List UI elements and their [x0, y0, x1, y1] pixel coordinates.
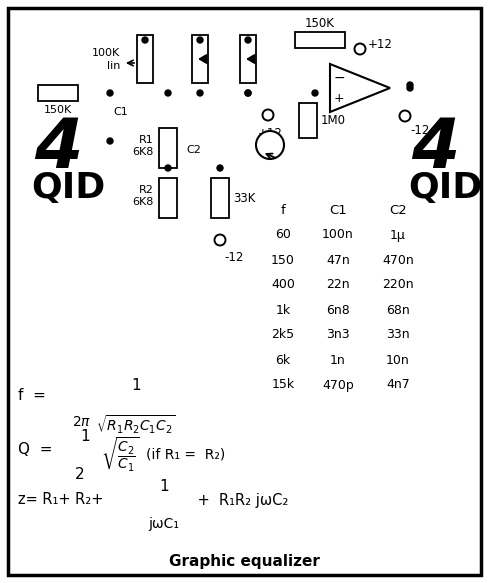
Text: −: − [332, 71, 344, 85]
Text: 2: 2 [75, 467, 84, 482]
Text: 3n3: 3n3 [325, 328, 349, 342]
Text: 1μ: 1μ [389, 229, 405, 241]
Text: 150K: 150K [305, 17, 334, 30]
Text: 100n: 100n [322, 229, 353, 241]
Text: 6K8: 6K8 [132, 197, 154, 207]
Text: 100K: 100K [92, 48, 120, 58]
Bar [294, 32, 345, 48]
Text: 1k: 1k [275, 304, 290, 317]
Text: Q  =: Q = [18, 441, 52, 456]
Circle shape [354, 44, 365, 54]
Bar [240, 35, 256, 83]
Text: $\sqrt{R_1R_2C_1C_2}$: $\sqrt{R_1R_2C_1C_2}$ [96, 413, 175, 436]
Text: $2\pi$: $2\pi$ [72, 415, 91, 429]
Bar [192, 35, 207, 83]
Circle shape [107, 90, 113, 96]
Text: lin: lin [106, 61, 120, 71]
Text: 10n: 10n [386, 353, 409, 367]
Text: 6n8: 6n8 [325, 304, 349, 317]
Text: 4n7: 4n7 [386, 378, 409, 392]
Text: 47n: 47n [325, 254, 349, 266]
Text: 68n: 68n [386, 304, 409, 317]
Text: 2k5: 2k5 [271, 328, 294, 342]
Text: 400: 400 [270, 279, 294, 292]
Text: 1n: 1n [329, 353, 345, 367]
Text: 60: 60 [274, 229, 290, 241]
Text: R2: R2 [139, 185, 154, 195]
Text: C1: C1 [113, 107, 127, 117]
Circle shape [107, 138, 113, 144]
Text: 220n: 220n [382, 279, 413, 292]
Bar [298, 103, 316, 138]
Bar [38, 85, 78, 101]
Circle shape [256, 131, 284, 159]
Circle shape [244, 90, 250, 96]
Text: 6k: 6k [275, 353, 290, 367]
Text: QID: QID [407, 171, 481, 205]
Text: 1: 1 [159, 479, 168, 494]
Circle shape [406, 82, 412, 88]
Text: C2: C2 [186, 145, 201, 155]
Text: 470p: 470p [322, 378, 353, 392]
Text: f: f [280, 203, 285, 216]
Text: Graphic equalizer: Graphic equalizer [168, 554, 319, 569]
Text: (if R₁ =  R₂): (if R₁ = R₂) [146, 448, 225, 462]
Circle shape [244, 90, 250, 96]
Text: -12: -12 [409, 124, 428, 137]
Circle shape [406, 85, 412, 91]
Text: +12: +12 [257, 127, 282, 140]
Text: C1: C1 [328, 203, 346, 216]
Text: 6K8: 6K8 [132, 147, 154, 157]
Circle shape [217, 165, 223, 171]
Circle shape [399, 111, 409, 121]
Text: +: + [333, 92, 344, 104]
Bar [210, 178, 228, 218]
Circle shape [197, 37, 203, 43]
Bar [137, 35, 153, 83]
Text: 22n: 22n [325, 279, 349, 292]
Text: $\sqrt{\dfrac{C_2}{C_1}}$: $\sqrt{\dfrac{C_2}{C_1}}$ [101, 436, 139, 474]
Text: 33n: 33n [386, 328, 409, 342]
Bar [159, 178, 177, 218]
Text: C2: C2 [388, 203, 406, 216]
Text: 1M0: 1M0 [320, 114, 346, 128]
Circle shape [197, 90, 203, 96]
Text: 150: 150 [270, 254, 294, 266]
Circle shape [244, 37, 250, 43]
Text: 150K: 150K [44, 105, 72, 115]
Text: +  R₁R₂ jωC₂: + R₁R₂ jωC₂ [193, 493, 288, 507]
Text: 15k: 15k [271, 378, 294, 392]
Text: 33K: 33K [232, 191, 255, 205]
Circle shape [262, 110, 273, 121]
Bar [159, 128, 177, 168]
Text: -12: -12 [224, 251, 243, 264]
Circle shape [164, 90, 171, 96]
Circle shape [164, 165, 171, 171]
Text: jωC₁: jωC₁ [148, 517, 179, 531]
Text: z= R₁+ R₂+: z= R₁+ R₂+ [18, 491, 103, 507]
Text: 1: 1 [131, 378, 141, 393]
Text: R1: R1 [139, 135, 154, 145]
Text: QID: QID [31, 171, 105, 205]
Text: 4: 4 [34, 114, 82, 181]
Text: 4: 4 [410, 114, 458, 181]
Text: +12: +12 [367, 37, 392, 51]
Circle shape [142, 37, 148, 43]
Text: 470n: 470n [381, 254, 413, 266]
Text: f  =: f = [18, 388, 46, 402]
Circle shape [311, 90, 317, 96]
Text: 1: 1 [80, 429, 90, 444]
Polygon shape [329, 64, 389, 112]
Circle shape [214, 234, 225, 245]
